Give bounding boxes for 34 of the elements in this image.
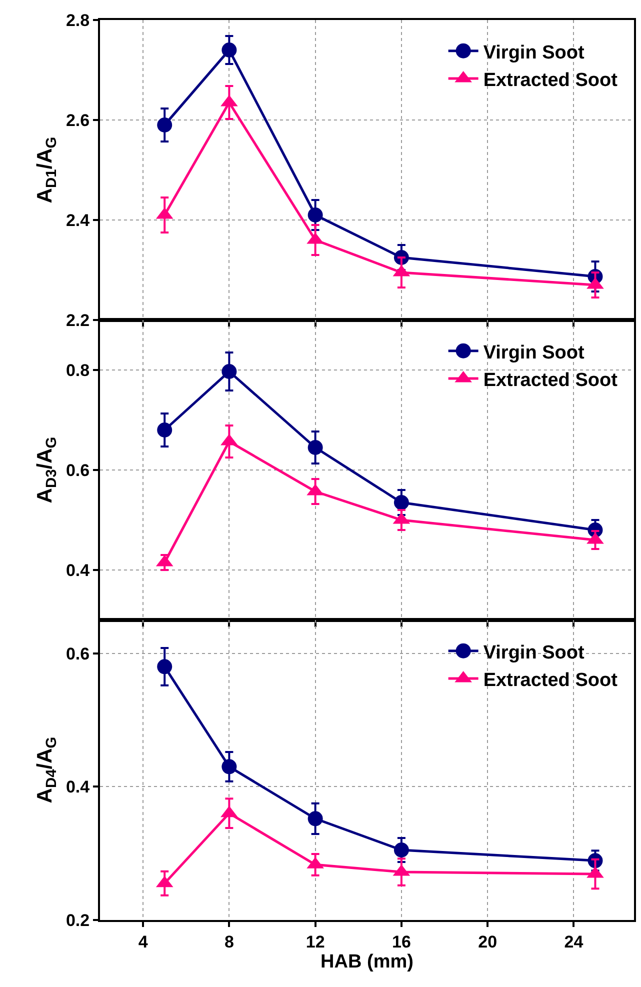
legend-label: Extracted Soot (483, 670, 618, 691)
y-tick-label: 0.8 (66, 360, 90, 380)
y-tick-label: 0.4 (66, 560, 90, 580)
x-tick-label: 24 (564, 932, 584, 952)
y-tick-label: 2.8 (66, 10, 90, 30)
point (157, 118, 172, 132)
legend-label: Virgin Soot (483, 642, 585, 664)
point (308, 440, 323, 455)
y-tick-label: 2.2 (66, 310, 90, 330)
x-tick-label: 4 (138, 932, 148, 952)
y-tick-label: 0.4 (66, 778, 90, 797)
x-tick-label: 16 (392, 932, 411, 952)
point (157, 659, 172, 674)
y-tick-label: 2.6 (66, 110, 90, 130)
point (157, 422, 172, 438)
y-tick-label: 2.4 (66, 210, 90, 230)
y-tick-label: 0.6 (66, 644, 90, 664)
x-tick-label: 20 (478, 932, 498, 952)
point (222, 42, 237, 58)
point (394, 495, 409, 510)
point (222, 364, 237, 379)
x-axis-title: HAB (mm) (320, 952, 414, 973)
point (394, 842, 409, 858)
y-tick-label: 0.6 (66, 460, 90, 480)
point (222, 759, 237, 774)
point (308, 208, 323, 222)
x-tick-label: 8 (224, 932, 234, 952)
legend-label: Extracted Soot (483, 370, 618, 391)
y-tick-label: 0.2 (66, 910, 90, 930)
legend-label: Virgin Soot (483, 342, 585, 364)
legend-label: Virgin Soot (483, 42, 585, 64)
x-tick-label: 12 (306, 932, 325, 952)
point (308, 811, 323, 826)
legend-label: Extracted Soot (483, 70, 618, 91)
